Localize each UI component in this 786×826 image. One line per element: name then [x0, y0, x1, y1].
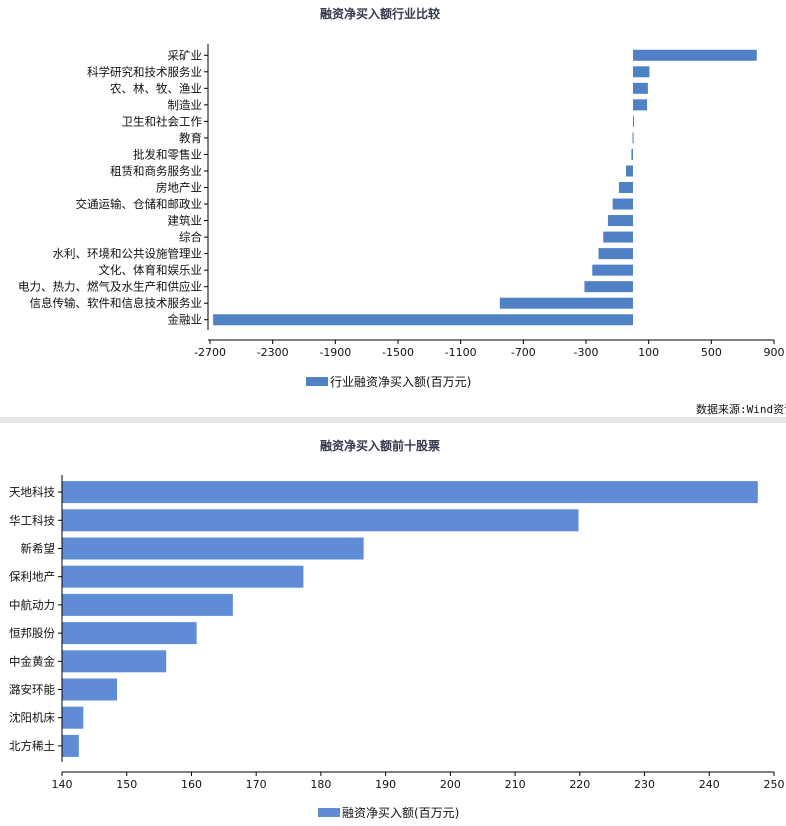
category-label: 租赁和商务服务业 [110, 164, 202, 178]
top-stocks-chart: 融资净买入额前十股票 天地科技华工科技新希望保利地产中航动力恒邦股份中金黄金潞安… [9, 438, 785, 820]
category-label: 教育 [179, 131, 202, 145]
bar-10 [62, 734, 79, 757]
category-label: 保利地产 [9, 570, 55, 584]
category-label: 建筑业 [168, 214, 203, 228]
top-stocks-chart-title: 融资净买入额前十股票 [320, 438, 440, 453]
industry-chart-title: 融资净买入额行业比较 [320, 6, 440, 21]
category-label: 金融业 [168, 313, 203, 327]
bar-4 [633, 99, 648, 111]
category-label: 水利、环境和公共设施管理业 [53, 247, 203, 261]
bar-7 [631, 148, 633, 160]
top-stocks-legend-swatch [318, 808, 340, 817]
x-tick-label: -2700 [194, 346, 226, 359]
x-tick-label: 190 [375, 778, 396, 791]
bar-12 [603, 231, 633, 243]
top-stocks-x-tick-labels: 140 150 160 170 180 190 200 210 220 230 240 250 [52, 778, 785, 791]
x-tick-label: -700 [511, 346, 536, 359]
x-tick-label: 210 [505, 778, 526, 791]
panel-divider [0, 417, 786, 423]
category-label: 电力、热力、燃气及水生产和供应业 [18, 280, 202, 294]
category-label: 房地产业 [156, 181, 202, 195]
category-label: 中航动力 [9, 598, 55, 612]
x-tick-label: -300 [574, 346, 599, 359]
bar-8 [625, 165, 633, 177]
bar-13 [598, 248, 633, 260]
industry-category-labels: 采矿业科学研究和技术服务业农、林、牧、渔业制造业卫生和社会工作教育批发和零售业租… [18, 48, 202, 326]
top-stocks-legend-label: 融资净买入额(百万元) [342, 806, 459, 820]
bar-3 [633, 82, 648, 94]
top-stocks-legend: 融资净买入额(百万元) [318, 806, 459, 820]
x-tick-label: 240 [699, 778, 720, 791]
x-tick-label: -1500 [382, 346, 414, 359]
source-note: 数据来源:Wind资讯 [696, 402, 786, 416]
category-label: 卫生和社会工作 [122, 114, 203, 128]
category-label: 批发和零售业 [133, 147, 202, 161]
category-label: 华工科技 [9, 513, 55, 527]
category-label: 农、林、牧、渔业 [110, 81, 202, 95]
x-tick-label: 200 [440, 778, 461, 791]
category-label: 文化、体育和娱乐业 [99, 263, 203, 277]
industry-chart: 融资净买入额行业比较 采矿业科学研究和技术服务业农、林、牧、渔业制造业卫生和社会… [18, 6, 786, 416]
bar-11 [607, 215, 633, 227]
x-tick-label: -1900 [319, 346, 351, 359]
bar-7 [62, 650, 167, 673]
bar-17 [213, 314, 633, 326]
category-label: 潞安环能 [9, 683, 55, 697]
x-tick-label: 100 [638, 346, 659, 359]
x-tick-label: -2300 [257, 346, 289, 359]
category-label: 信息传输、软件和信息技术服务业 [30, 296, 203, 310]
category-label: 天地科技 [9, 485, 55, 499]
x-tick-label: 160 [181, 778, 202, 791]
bar-3 [62, 537, 364, 560]
x-tick-label: 170 [246, 778, 267, 791]
bar-2 [633, 66, 650, 78]
x-tick-label: 250 [764, 778, 785, 791]
category-label: 交通运输、仓储和邮政业 [76, 197, 203, 211]
bar-8 [62, 678, 118, 701]
x-tick-label: 220 [569, 778, 590, 791]
top-stocks-axes [58, 475, 775, 776]
bar-15 [584, 281, 633, 293]
category-label: 北方稀土 [9, 739, 55, 753]
x-tick-label: -1100 [445, 346, 477, 359]
category-label: 恒邦股份 [9, 626, 55, 640]
industry-bars [213, 49, 757, 326]
industry-legend-label: 行业融资净买入额(百万元) [330, 375, 471, 389]
x-tick-label: 150 [116, 778, 137, 791]
bar-14 [592, 264, 633, 276]
bar-6 [62, 622, 197, 645]
category-label: 制造业 [168, 98, 203, 112]
bar-6 [632, 132, 634, 144]
category-label: 新希望 [21, 542, 56, 556]
category-label: 采矿业 [168, 48, 203, 62]
category-label: 中金黄金 [9, 654, 55, 668]
bar-9 [62, 706, 84, 729]
bar-2 [62, 509, 579, 532]
industry-legend-swatch [306, 377, 328, 386]
bar-5 [633, 115, 634, 127]
x-tick-label: 140 [52, 778, 73, 791]
bar-16 [499, 297, 633, 309]
bar-4 [62, 565, 304, 588]
category-label: 科学研究和技术服务业 [87, 65, 202, 79]
x-tick-label: 180 [310, 778, 331, 791]
x-tick-label: 900 [764, 346, 785, 359]
bar-9 [618, 182, 633, 193]
bar-1 [62, 481, 758, 504]
bar-1 [633, 49, 757, 61]
industry-axes [204, 44, 775, 344]
x-tick-label: 230 [634, 778, 655, 791]
x-tick-label: 500 [701, 346, 722, 359]
category-label: 沈阳机床 [9, 711, 55, 725]
bar-5 [62, 593, 233, 616]
industry-x-tick-labels: -2700 -2300 -1900 -1500 -1100 -700 -300 100 500 9… [194, 346, 784, 359]
bar-10 [612, 198, 633, 210]
top-stocks-bars [62, 481, 758, 757]
industry-legend: 行业融资净买入额(百万元) [306, 375, 471, 389]
category-label: 综合 [179, 230, 202, 244]
